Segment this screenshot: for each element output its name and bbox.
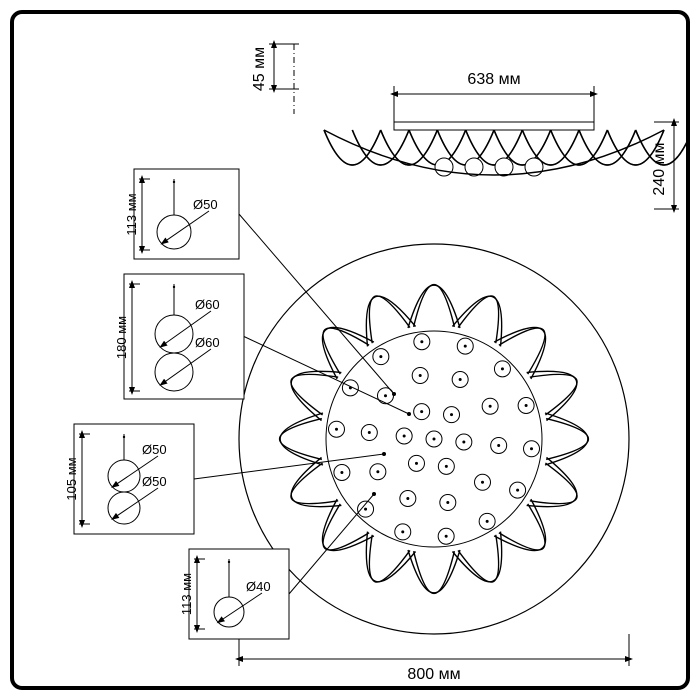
detail-height-label: 180 мм — [114, 316, 129, 359]
diagram-frame: 45 мм 638 мм 240 мм — [10, 10, 690, 690]
diagram-container: 45 мм 638 мм 240 мм — [0, 0, 700, 700]
detail-diameter-label: Ø50 — [142, 442, 167, 457]
dim-bottom: 800 мм — [239, 634, 629, 683]
dim-top-horizontal-label: 638 мм — [467, 71, 520, 88]
detail-height-label: 105 мм — [64, 457, 79, 500]
detail-diameter-label: Ø40 — [246, 579, 271, 594]
dim-top-vertical-label: 45 мм — [251, 47, 268, 91]
top-elevation-view — [324, 122, 686, 176]
detail-diameter-label: Ø60 — [195, 335, 220, 350]
detail-diameter-label: Ø50 — [193, 197, 218, 212]
detail-diameter-label: Ø50 — [142, 474, 167, 489]
diagram-svg: 45 мм 638 мм 240 мм — [14, 14, 686, 686]
dim-top-vertical: 45 мм — [251, 44, 299, 114]
detail-height-label: 113 мм — [179, 573, 194, 615]
dim-top-horizontal: 638 мм — [394, 71, 594, 122]
detail-height-label: 113 мм — [124, 193, 139, 235]
main-plan-view — [239, 244, 629, 634]
dim-bottom-label: 800 мм — [407, 666, 460, 683]
detail-diameter-label: Ø60 — [195, 297, 220, 312]
